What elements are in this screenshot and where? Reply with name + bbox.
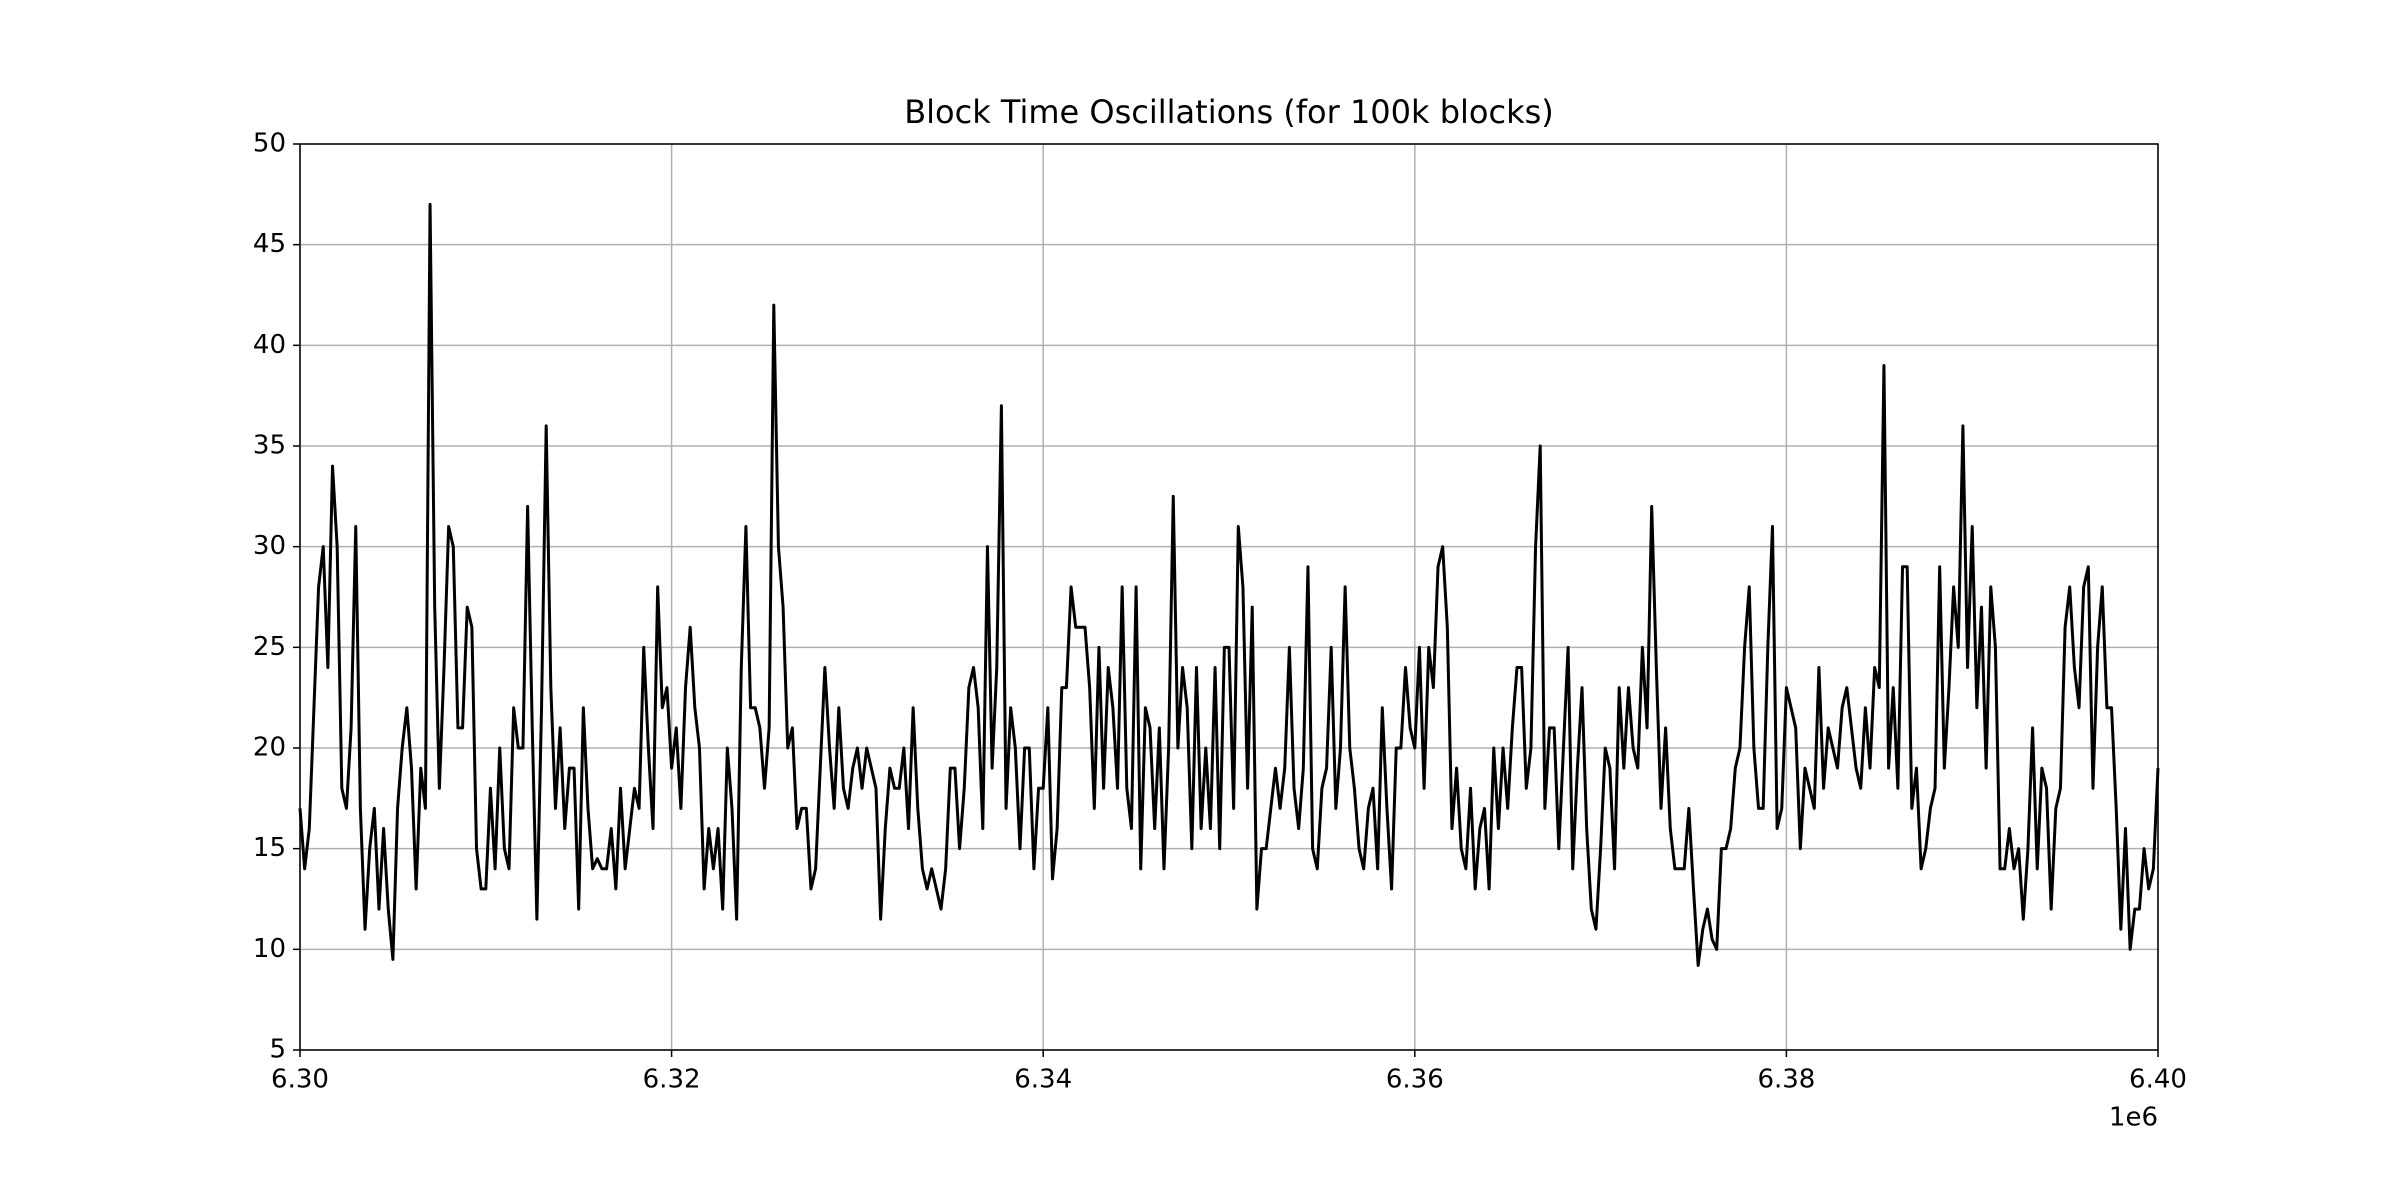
x-tick-label: 6.34 [1014,1065,1072,1095]
y-tick-label: 5 [269,1035,286,1065]
y-tick-label: 30 [253,531,286,561]
plot-frame [299,143,2159,1051]
x-tick-label: 6.40 [2129,1065,2187,1095]
y-tick-label: 40 [253,330,286,360]
x-offset-label: 1e6 [2109,1103,2158,1133]
chart-title: Block Time Oscillations (for 100k blocks… [904,93,1554,131]
y-tick-label: 15 [253,833,286,863]
y-tick-label: 25 [253,632,286,662]
x-tick-label: 6.36 [1386,1065,1444,1095]
x-tick-label: 6.30 [271,1065,329,1095]
y-tick-label: 10 [253,934,286,964]
y-tick-label: 20 [253,733,286,763]
y-tick-label: 50 [253,129,286,159]
y-tick-label: 45 [253,229,286,259]
x-tick-label: 6.32 [643,1065,701,1095]
x-tick-label: 6.38 [1757,1065,1815,1095]
data-line [298,202,2160,967]
y-tick-label: 35 [253,431,286,461]
